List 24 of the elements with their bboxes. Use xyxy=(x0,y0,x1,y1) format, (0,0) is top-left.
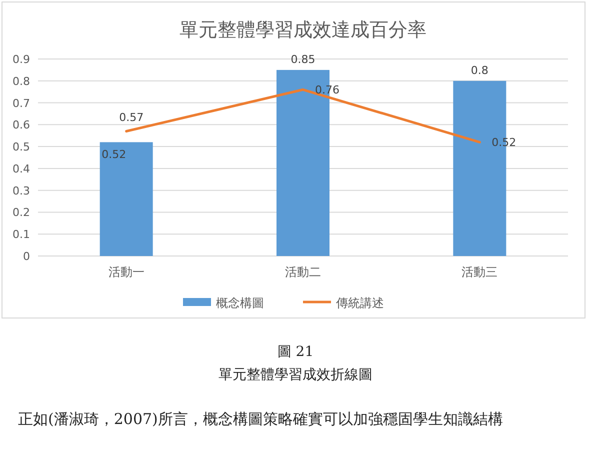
legend-label: 概念構圖 xyxy=(216,296,264,310)
y-tick-label: 0.4 xyxy=(12,162,30,176)
legend-label: 傳統講述 xyxy=(335,296,384,310)
y-tick-label: 0.5 xyxy=(12,140,30,154)
x-tick-label: 活動一 xyxy=(108,265,144,279)
y-tick-label: 0.1 xyxy=(12,228,30,242)
text: 正如(潘淑琦，2007)所言，概念構圖策略確實可以加強穩固學生知識結構 xyxy=(18,410,503,428)
y-tick-label: 0.2 xyxy=(12,206,30,220)
y-tick-label: 0.8 xyxy=(12,74,30,88)
data-label: 0.52 xyxy=(102,148,126,162)
data-label: 0.57 xyxy=(119,111,144,124)
x-tick-label: 活動二 xyxy=(285,265,321,279)
y-tick-label: 0.6 xyxy=(12,118,30,132)
y-tick-label: 0.3 xyxy=(12,184,30,198)
text: 單元整體學習成效折線圖 xyxy=(218,367,372,383)
x-tick-label: 活動三 xyxy=(462,265,498,279)
data-label: 0.8 xyxy=(470,64,488,77)
bar xyxy=(100,142,153,256)
caption: 圖 21 xyxy=(277,344,314,360)
y-tick-label: 0 xyxy=(23,250,30,263)
chart-title: 單元整體學習成效達成百分率 xyxy=(180,19,426,41)
y-tick-label: 0.9 xyxy=(12,53,30,66)
data-label: 0.85 xyxy=(290,52,316,66)
y-tick-label: 0.7 xyxy=(12,96,30,110)
